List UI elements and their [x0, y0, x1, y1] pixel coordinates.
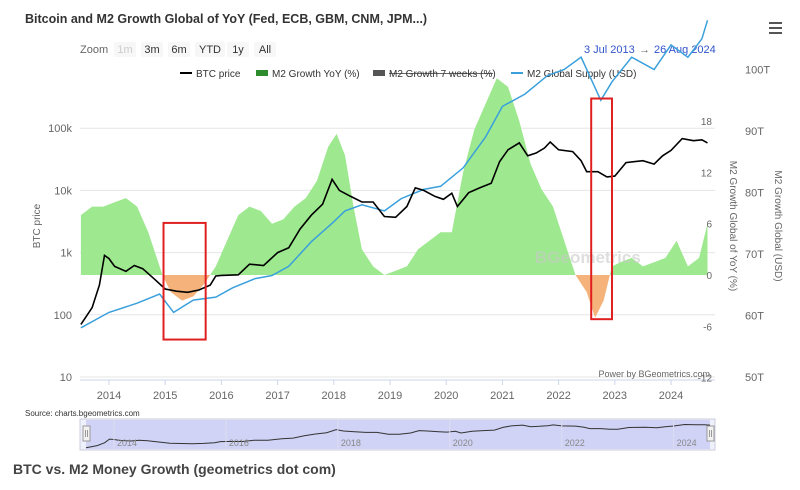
zoom-button-ytd[interactable]: YTD [195, 42, 225, 57]
hamburger-menu-icon[interactable] [769, 22, 782, 34]
y-axis-right-outer: 50T 60T 70T 80T 90T 100T [745, 65, 770, 385]
y-right-inner-tick-label: 6 [706, 220, 712, 231]
legend-label: M2 Global Supply (USD) [527, 69, 636, 80]
x-tick-label: 2015 [153, 390, 177, 402]
legend-symbol [373, 70, 385, 76]
x-tick-label: 2022 [546, 390, 570, 402]
y-right-inner-tick-label: 12 [701, 168, 713, 179]
watermark: BGeometrics [535, 248, 641, 267]
zoom-button-label: 3m [144, 44, 159, 56]
zoom-button-label: All [259, 44, 271, 56]
navigator-tick-label: 2014 [117, 438, 137, 448]
legend-item-2[interactable]: M2 Growth YoY (%) [256, 69, 360, 80]
x-tick-label: 2017 [265, 390, 289, 402]
legend-label: BTC price [196, 69, 241, 80]
btc-price-line [80, 137, 708, 325]
y-axis-left-title: BTC price [32, 203, 43, 248]
legend-label: M2 Growth 7 weeks (%) [389, 69, 496, 80]
x-tick-label: 2018 [322, 390, 346, 402]
legend-item-4[interactable]: M2 Global Supply (USD) [511, 69, 636, 80]
m2-growth-area [80, 78, 708, 318]
x-axis: 2014 2015 2016 2017 2018 2019 2020 2021 2022 2023… [80, 379, 715, 402]
x-tick-label: 2020 [434, 390, 458, 402]
y-right-inner-tick-label: 0 [706, 271, 712, 282]
y-right-inner-tick-label: 18 [701, 117, 713, 128]
zoom-button-label: 1y [232, 44, 244, 56]
navigator-tick-label: 2020 [453, 438, 473, 448]
chart-title: Bitcoin and M2 Growth Global of YoY (Fed… [25, 12, 427, 26]
highlight-box-2 [590, 97, 613, 321]
y-right-outer-tick-label: 80T [745, 188, 764, 200]
source-text: Source: charts.bgeometrics.com [25, 409, 140, 418]
navigator-handle-right[interactable] [706, 425, 715, 442]
navigator-ticks: 2014 2016 2018 2020 2022 2024 [113, 420, 697, 449]
legend-item-3[interactable]: M2 Growth 7 weeks (%) [373, 69, 496, 80]
y-right-inner-tick-label: -6 [703, 322, 712, 333]
zoom-button-label: 6m [171, 44, 186, 56]
zoom-button-1y[interactable]: 1y [227, 42, 249, 57]
zoom-button-3m[interactable]: 3m [141, 42, 163, 57]
y-right-outer-tick-label: 50T [745, 372, 764, 384]
grid-lines [80, 127, 715, 378]
navigator[interactable]: 2014 2016 2018 2020 2022 2024 [79, 418, 716, 451]
x-tick-label: 2021 [490, 390, 514, 402]
growth-positive-area [80, 78, 708, 275]
zoom-button-label: 1m [117, 44, 132, 56]
y-left-tick-label: 10k [54, 185, 72, 197]
plot-area: BGeometrics 2014 2015 2016 2017 2018 2019 2020… [48, 20, 770, 402]
chart-credit[interactable]: Power by BGeometrics.com [598, 369, 710, 379]
zoom-button-1m[interactable]: 1m [114, 42, 136, 57]
x-tick-label: 2024 [659, 390, 683, 402]
x-tick-label: 2014 [97, 390, 121, 402]
y-right-outer-tick-label: 100T [745, 65, 770, 77]
legend-item-1[interactable]: BTC price [180, 69, 241, 80]
y-axis-left: 10 100 1k 10k 100k [48, 123, 72, 384]
zoom-label: Zoom [80, 44, 108, 56]
navigator-tick-label: 2022 [565, 438, 585, 448]
y-right-outer-tick-label: 70T [745, 249, 764, 261]
x-tick-label: 2023 [603, 390, 627, 402]
y-right-outer-tick-label: 60T [745, 311, 764, 323]
y-axis-right-inner-title: M2 Growth Global of YoY (%) [727, 161, 738, 291]
y-left-tick-label: 1k [60, 248, 72, 260]
figure-caption: BTC vs. M2 Money Growth (geometrics dot … [13, 461, 336, 477]
navigator-handle-left[interactable] [82, 425, 91, 442]
legend-symbol [256, 70, 268, 76]
zoom-button-6m[interactable]: 6m [168, 42, 190, 57]
y-axis-right-inner: -12 -6 0 6 12 18 [698, 117, 713, 385]
zoom-buttons: 1m 3m 6m YTD 1y All [114, 42, 276, 57]
highlight-boxes [162, 97, 613, 341]
growth-negative-area [80, 275, 708, 318]
zoom-button-label: YTD [199, 44, 221, 56]
y-left-tick-label: 100 [54, 310, 72, 322]
x-tick-label: 2016 [209, 390, 233, 402]
navigator-tick-label: 2016 [229, 438, 249, 448]
navigator-btc-line [85, 423, 711, 449]
navigator-tick-label: 2024 [677, 438, 697, 448]
y-left-tick-label: 100k [48, 123, 72, 135]
y-left-tick-label: 10 [60, 372, 72, 384]
date-from[interactable]: 3 Jul 2013 [584, 44, 635, 56]
x-tick-label: 2019 [378, 390, 402, 402]
zoom-button-all[interactable]: All [254, 42, 276, 57]
y-right-inner-tick-label: -12 [698, 374, 713, 385]
y-axis-right-outer-title: M2 Growth Global (USD) [772, 170, 783, 281]
legend: BTC price M2 Growth YoY (%) M2 Growth 7 we… [180, 69, 636, 80]
y-right-outer-tick-label: 90T [745, 126, 764, 138]
highlight-box-1 [162, 221, 207, 341]
date-arrow: → [639, 44, 650, 56]
navigator-tick-label: 2018 [341, 438, 361, 448]
legend-label: M2 Growth YoY (%) [272, 69, 360, 80]
